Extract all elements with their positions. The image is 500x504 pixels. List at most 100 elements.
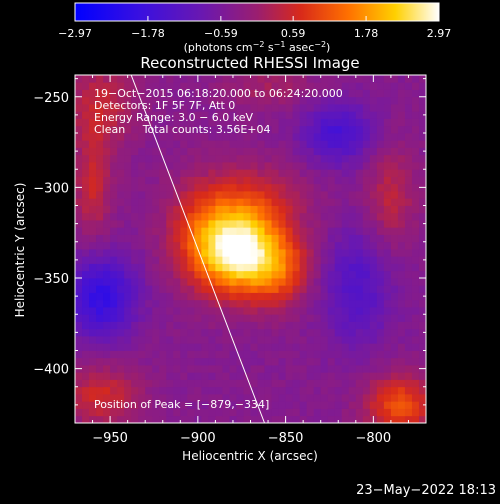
heatmap-cell <box>271 263 279 272</box>
heatmap-cell <box>404 350 413 359</box>
heatmap-cell <box>208 278 216 286</box>
heatmap-cell <box>187 307 195 315</box>
heatmap-cell <box>404 140 413 148</box>
heatmap-cell <box>124 401 132 409</box>
heatmap-cell <box>110 241 118 250</box>
heatmap-cell <box>75 227 83 235</box>
heatmap-cell <box>145 343 153 351</box>
heatmap-cell <box>264 227 272 235</box>
heatmap-cell <box>173 220 181 228</box>
heatmap-cell <box>159 147 167 156</box>
heatmap-cell <box>194 328 202 337</box>
heatmap-cell <box>124 350 132 359</box>
heatmap-cell <box>173 125 181 134</box>
heatmap-cell <box>201 415 209 423</box>
heatmap-cell <box>327 198 336 206</box>
y-tick-label: −400 <box>33 363 69 378</box>
heatmap-cell <box>397 133 406 141</box>
heatmap-cell <box>145 140 153 148</box>
heatmap-cell <box>306 118 315 127</box>
heatmap-cell <box>117 372 125 380</box>
heatmap-cell <box>292 104 301 112</box>
heatmap-cell <box>376 140 385 148</box>
heatmap-cell <box>362 96 371 105</box>
heatmap-cell <box>271 89 279 98</box>
heatmap-cell <box>271 292 279 301</box>
heatmap-cell <box>250 256 258 264</box>
heatmap-cell <box>194 176 202 185</box>
heatmap-cell <box>215 336 223 344</box>
heatmap-cell <box>271 111 279 119</box>
heatmap-cell <box>278 357 286 366</box>
heatmap-cell <box>376 147 385 156</box>
heatmap-cell <box>271 357 279 366</box>
heatmap-cell <box>348 256 357 264</box>
heatmap-cell <box>341 394 350 402</box>
heatmap-cell <box>222 96 230 105</box>
heatmap-cell <box>173 133 181 141</box>
heatmap-cell <box>299 401 308 409</box>
heatmap-cell <box>362 379 371 388</box>
heatmap-cell <box>222 169 230 177</box>
heatmap-cell <box>194 350 202 359</box>
heatmap-cell <box>334 162 343 170</box>
heatmap-cell <box>124 365 132 373</box>
heatmap-cell <box>89 133 97 141</box>
heatmap-cell <box>159 169 167 177</box>
heatmap-cell <box>292 278 301 286</box>
heatmap-cell <box>355 212 364 221</box>
heatmap-cell <box>355 307 364 315</box>
heatmap-cell <box>327 205 336 214</box>
heatmap-cell <box>236 350 244 359</box>
heatmap-cell <box>411 162 420 170</box>
heatmap-cell <box>397 241 406 250</box>
heatmap-cell <box>257 125 265 134</box>
heatmap-cell <box>376 386 385 395</box>
heatmap-cell <box>75 386 83 395</box>
heatmap-cell <box>96 111 104 119</box>
heatmap-cell <box>418 154 426 163</box>
heatmap-cell <box>201 270 209 279</box>
heatmap-cell <box>96 133 104 141</box>
heatmap-cell <box>208 82 216 90</box>
heatmap-cell <box>110 321 118 330</box>
heatmap-cell <box>236 343 244 351</box>
heatmap-cell <box>89 205 97 214</box>
heatmap-cell <box>397 96 406 105</box>
heatmap-cell <box>145 357 153 366</box>
heatmap-cell <box>159 321 167 330</box>
heatmap-cell <box>110 220 118 228</box>
heatmap-cell <box>250 365 258 373</box>
heatmap-cell <box>131 104 139 112</box>
heatmap-cell <box>306 285 315 293</box>
heatmap-cell <box>404 133 413 141</box>
heatmap-cell <box>117 234 125 243</box>
heatmap-cell <box>334 241 343 250</box>
heatmap-cell <box>369 96 378 105</box>
heatmap-cell <box>194 357 202 366</box>
heatmap-cell <box>166 227 174 235</box>
heatmap-cell <box>145 147 153 156</box>
heatmap-cell <box>362 386 371 395</box>
heatmap-cell <box>278 198 286 206</box>
heatmap-cell <box>131 263 139 272</box>
heatmap-cell <box>208 365 216 373</box>
heatmap-cell <box>355 336 364 344</box>
heatmap-cell <box>250 343 258 351</box>
heatmap-cell <box>306 205 315 214</box>
heatmap-cell <box>376 299 385 308</box>
heatmap-cell <box>75 75 83 83</box>
heatmap-cell <box>320 205 329 214</box>
heatmap-cell <box>313 133 322 141</box>
heatmap-cell <box>271 176 279 185</box>
heatmap-cell <box>257 118 265 127</box>
heatmap-cell <box>257 336 265 344</box>
heatmap-cell <box>173 227 181 235</box>
heatmap-cell <box>264 89 272 98</box>
heatmap-cell <box>334 198 343 206</box>
heatmap-cell <box>341 154 350 163</box>
heatmap-cell <box>341 212 350 221</box>
heatmap-cell <box>292 328 301 337</box>
heatmap-cell <box>264 307 272 315</box>
heatmap-cell <box>369 154 378 163</box>
